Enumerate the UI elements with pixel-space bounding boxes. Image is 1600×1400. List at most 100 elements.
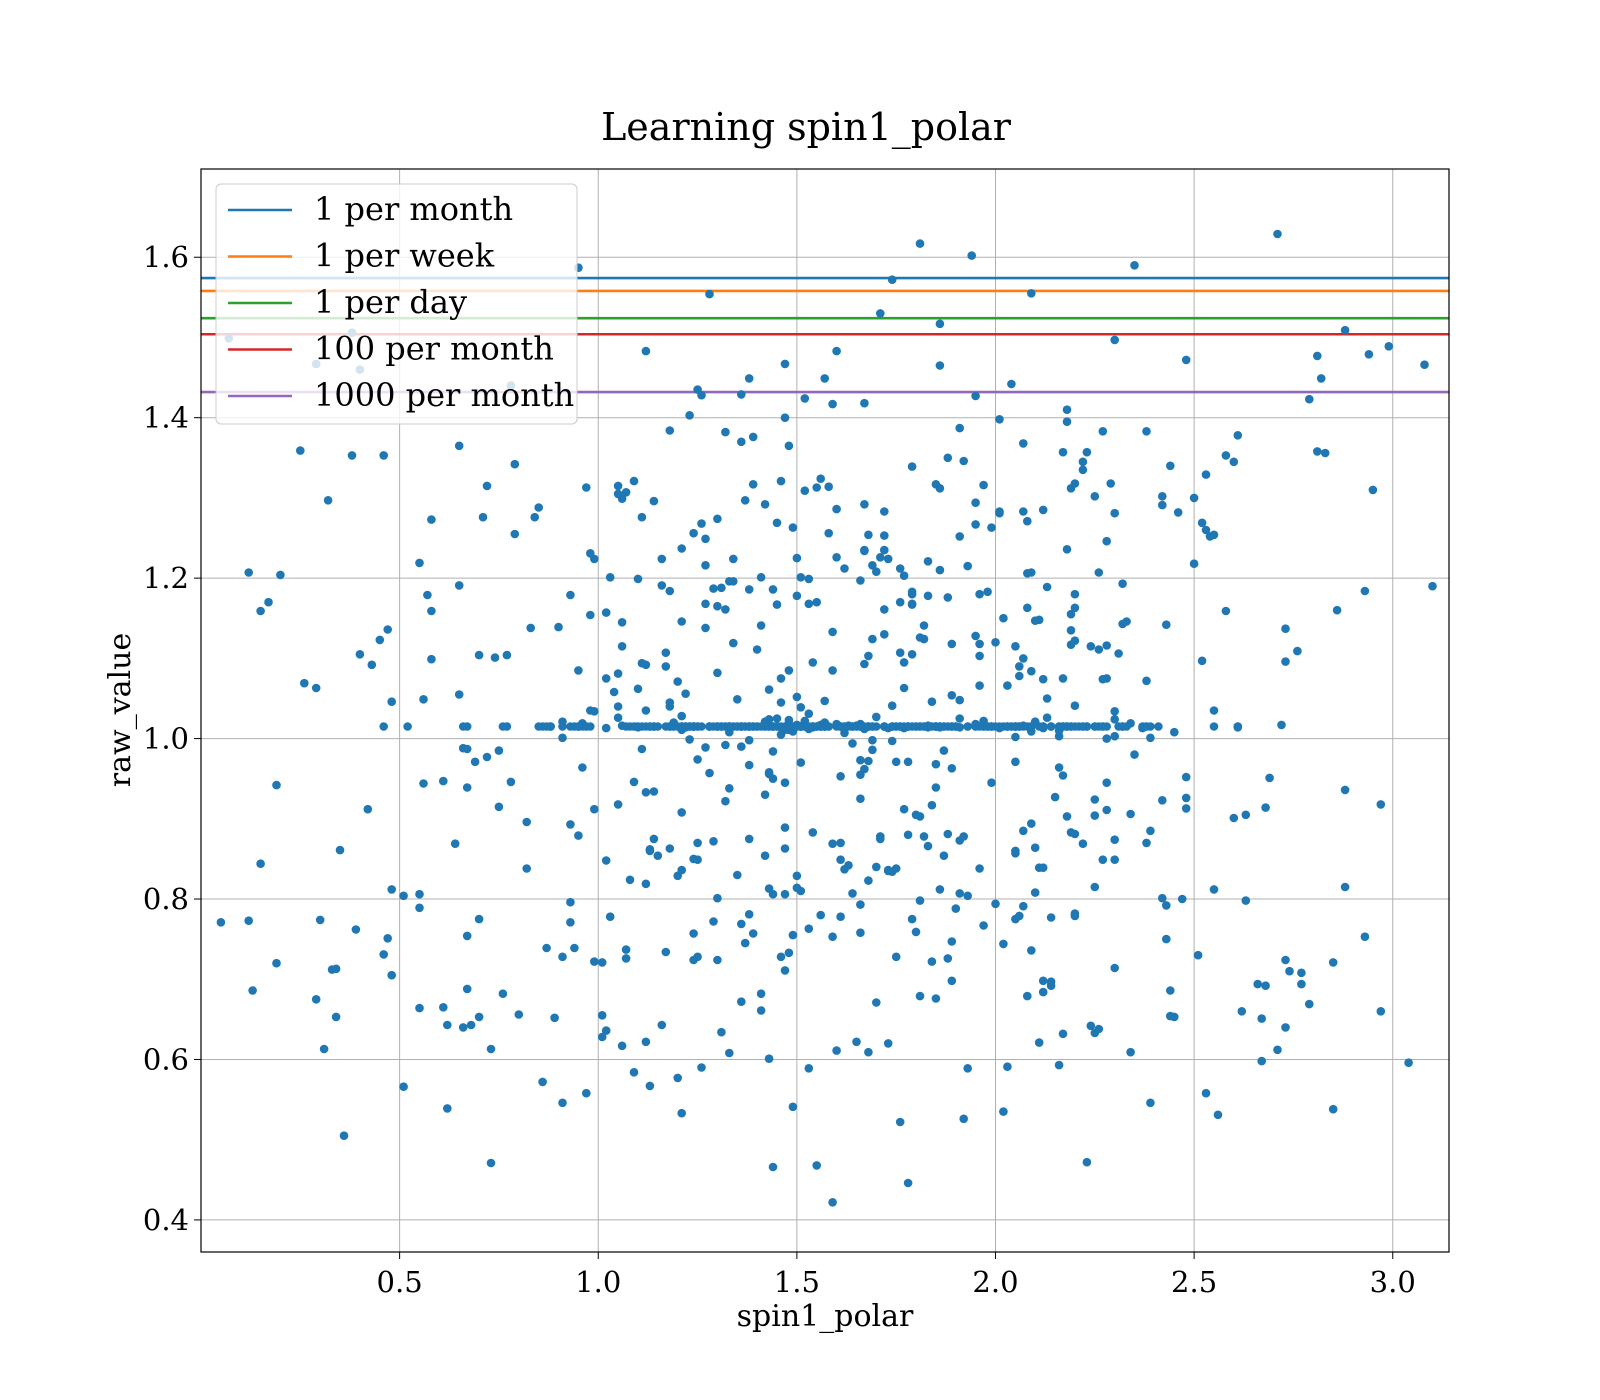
scatter-point — [860, 659, 869, 669]
scatter-point — [756, 621, 766, 630]
scatter-point — [1098, 427, 1108, 436]
scatter-point — [427, 515, 436, 524]
scatter-point — [848, 722, 857, 731]
scatter-point — [1305, 394, 1314, 404]
scatter-point — [542, 943, 551, 953]
scatter-point — [649, 496, 659, 506]
scatter-point — [613, 800, 623, 809]
scatter-point — [1154, 722, 1163, 731]
scatter-point — [740, 938, 750, 948]
scatter-point — [677, 711, 686, 721]
scatter-point — [605, 912, 615, 921]
scatter-point — [1058, 1029, 1068, 1039]
scatter-point — [1201, 1088, 1211, 1098]
scatter-point — [880, 531, 889, 540]
scatter-point — [1158, 492, 1167, 501]
scatter-point — [955, 532, 964, 541]
scatter-point — [1428, 581, 1437, 591]
scatter-point — [768, 1162, 778, 1172]
scatter-point — [1126, 809, 1135, 819]
scatter-point — [939, 746, 949, 755]
scatter-point — [868, 561, 877, 570]
scatter-point — [601, 608, 611, 617]
scatter-point — [772, 714, 782, 723]
scatter-point — [1038, 722, 1048, 731]
scatter-point — [780, 966, 790, 975]
scatter-point — [971, 722, 980, 731]
scatter-point — [895, 648, 905, 657]
scatter-point — [804, 722, 814, 731]
scatter-point — [721, 427, 730, 437]
scatter-point — [1170, 727, 1179, 737]
scatter-point — [458, 1023, 468, 1032]
scatter-point — [1027, 946, 1036, 955]
scatter-point — [605, 573, 615, 582]
scatter-point — [816, 474, 825, 484]
scatter-point — [1011, 757, 1020, 767]
scatter-point — [1038, 674, 1048, 684]
x-tick-label: 2.5 — [1171, 1265, 1217, 1299]
scatter-point — [721, 605, 730, 614]
scatter-point — [566, 820, 575, 829]
y-tick-label: 1.0 — [143, 722, 189, 756]
scatter-point — [1110, 508, 1119, 518]
scatter-point — [1253, 979, 1262, 989]
scatter-point — [641, 1037, 651, 1047]
scatter-point — [947, 976, 957, 986]
scatter-point — [923, 557, 933, 566]
scatter-point — [462, 931, 472, 941]
scatter-point — [1340, 882, 1350, 892]
scatter-point — [939, 851, 949, 860]
scatter-point — [752, 645, 762, 654]
scatter-point — [848, 889, 857, 898]
scatter-point — [951, 722, 961, 731]
scatter-point — [256, 859, 265, 868]
scatter-point — [768, 747, 778, 756]
scatter-point — [1118, 579, 1127, 588]
scatter-point — [1062, 417, 1072, 427]
scatter-point — [1019, 507, 1028, 516]
scatter-point — [772, 600, 782, 609]
scatter-point — [804, 574, 814, 584]
scatter-point — [1328, 1104, 1338, 1114]
scatter-point — [963, 722, 972, 731]
scatter-point — [1340, 785, 1350, 795]
scatter-point — [804, 599, 814, 609]
scatter-point — [768, 774, 778, 783]
scatter-point — [768, 585, 778, 594]
scatter-point — [931, 783, 941, 792]
scatter-point — [641, 788, 651, 797]
scatter-point — [808, 658, 818, 667]
scatter-point — [1027, 819, 1036, 828]
scatter-point — [1166, 1011, 1175, 1021]
scatter-point — [903, 830, 913, 840]
scatter-point — [899, 804, 909, 814]
scatter-point — [363, 804, 373, 814]
scatter-point — [693, 838, 702, 848]
scatter-point — [1142, 838, 1151, 848]
scatter-point — [415, 903, 424, 913]
scatter-point — [264, 597, 273, 607]
scatter-point — [1046, 981, 1056, 990]
scatter-point — [272, 780, 281, 790]
scatter-point — [832, 1046, 841, 1055]
scatter-point — [248, 986, 257, 995]
scatter-point — [665, 586, 675, 596]
scatter-point — [693, 855, 702, 864]
scatter-point — [1281, 955, 1290, 965]
scatter-point — [748, 432, 758, 442]
scatter-point — [486, 1158, 496, 1168]
scatter-point — [645, 722, 655, 731]
scatter-point — [872, 862, 881, 872]
scatter-point — [1146, 1098, 1155, 1108]
scatter-point — [502, 650, 512, 660]
scatter-point — [991, 638, 1000, 647]
scatter-point — [796, 886, 806, 896]
scatter-point — [458, 722, 468, 731]
scatter-point — [856, 770, 865, 779]
scatter-point — [883, 866, 893, 876]
scatter-point — [1257, 1056, 1266, 1066]
scatter-point — [733, 870, 742, 880]
scatter-point — [891, 757, 901, 767]
scatter-point — [582, 722, 591, 731]
